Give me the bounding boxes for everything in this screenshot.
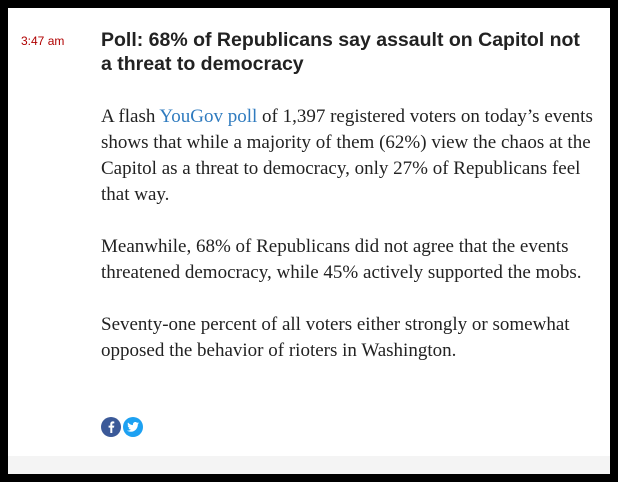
paragraph-1-rest: of 1,397 registered voters on today’s ev… — [101, 106, 593, 205]
footer-strip — [8, 456, 610, 474]
paragraph-3: Seventy-one percent of all voters either… — [101, 314, 570, 361]
share-buttons — [101, 417, 143, 437]
paragraph-1: A flash YouGov poll of 1,397 registered … — [101, 104, 601, 208]
post-headline: Poll: 68% of Republicans say assault on … — [101, 29, 580, 75]
paragraph-2: Meanwhile, 68% of Republicans did not ag… — [101, 236, 582, 283]
live-blog-entry: 3:47 am Poll: 68% of Republicans say ass… — [8, 8, 610, 474]
twitter-icon — [127, 422, 139, 432]
post-body: A flash YouGov poll of 1,397 registered … — [101, 104, 601, 390]
post-timestamp: 3:47 am — [21, 34, 65, 48]
twitter-share-button[interactable] — [123, 417, 143, 437]
yougov-poll-link[interactable]: YouGov poll — [159, 106, 258, 127]
facebook-share-button[interactable] — [101, 417, 121, 437]
paragraph-1-lead: A flash — [101, 106, 160, 127]
facebook-icon — [108, 421, 115, 433]
